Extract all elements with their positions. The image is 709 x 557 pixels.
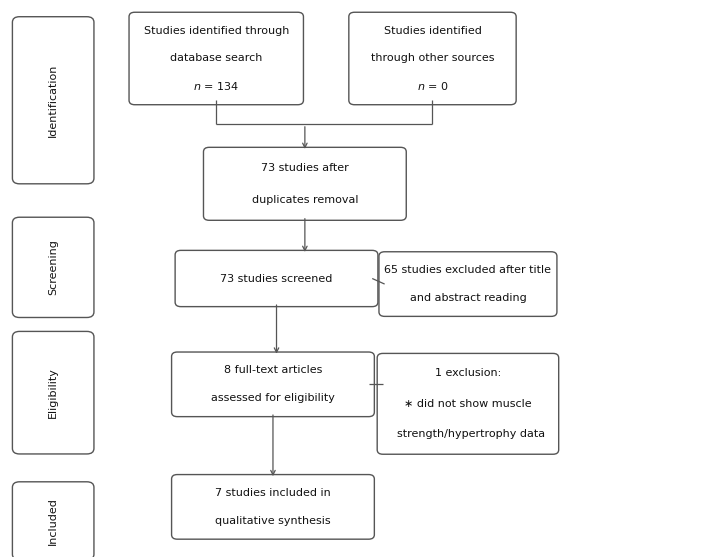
Text: assessed for eligibility: assessed for eligibility xyxy=(211,393,335,403)
Text: 7 studies included in: 7 studies included in xyxy=(215,488,331,498)
Text: $n$ = 0: $n$ = 0 xyxy=(417,80,448,92)
Text: duplicates removal: duplicates removal xyxy=(252,195,358,205)
Text: $n$ = 134: $n$ = 134 xyxy=(194,80,239,92)
Text: strength/hypertrophy data: strength/hypertrophy data xyxy=(391,429,545,439)
Text: Screening: Screening xyxy=(48,240,58,295)
Text: ∗ did not show muscle: ∗ did not show muscle xyxy=(404,399,532,409)
Text: through other sources: through other sources xyxy=(371,53,494,63)
FancyBboxPatch shape xyxy=(12,331,94,454)
Text: 65 studies excluded after title: 65 studies excluded after title xyxy=(384,265,552,275)
Text: database search: database search xyxy=(170,53,262,63)
Text: 73 studies after: 73 studies after xyxy=(261,163,349,173)
Text: and abstract reading: and abstract reading xyxy=(410,293,526,303)
Text: Studies identified: Studies identified xyxy=(384,26,481,36)
FancyBboxPatch shape xyxy=(203,147,406,220)
FancyBboxPatch shape xyxy=(175,251,378,306)
FancyBboxPatch shape xyxy=(12,17,94,184)
FancyBboxPatch shape xyxy=(172,475,374,539)
Text: 8 full-text articles: 8 full-text articles xyxy=(224,365,322,375)
FancyBboxPatch shape xyxy=(172,352,374,417)
Text: Eligibility: Eligibility xyxy=(48,367,58,418)
FancyBboxPatch shape xyxy=(377,354,559,455)
FancyBboxPatch shape xyxy=(379,252,557,316)
Text: 73 studies screened: 73 studies screened xyxy=(220,273,333,284)
FancyBboxPatch shape xyxy=(129,12,303,105)
Text: Included: Included xyxy=(48,497,58,545)
FancyBboxPatch shape xyxy=(12,482,94,557)
Text: Identification: Identification xyxy=(48,63,58,137)
FancyBboxPatch shape xyxy=(12,217,94,317)
Text: qualitative synthesis: qualitative synthesis xyxy=(215,516,331,526)
Text: Studies identified through: Studies identified through xyxy=(143,26,289,36)
FancyBboxPatch shape xyxy=(349,12,516,105)
Text: 1 exclusion:: 1 exclusion: xyxy=(435,368,501,378)
